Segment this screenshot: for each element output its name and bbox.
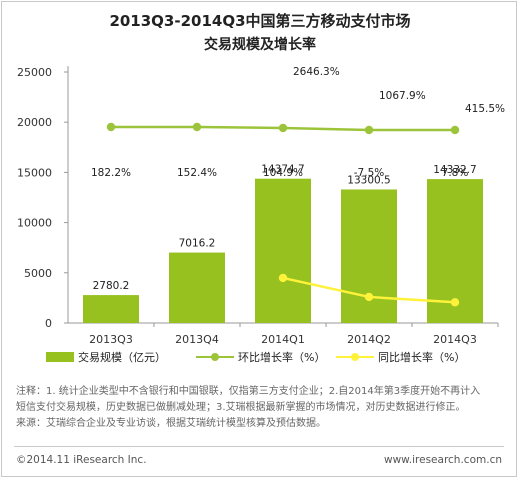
qoq-point-2014Q2 <box>364 125 374 135</box>
footer-divider <box>14 446 504 447</box>
bar-label: 13300.5 <box>347 174 390 186</box>
legend-item-volume: 交易规模（亿元） <box>46 349 166 365</box>
legend-item-qoq: 环比增长率（%） <box>196 349 325 365</box>
y-tick-label: 25000 <box>17 66 52 79</box>
y-tick-label: 0 <box>45 317 52 330</box>
yoy-point-2014Q2 <box>364 292 374 302</box>
chart-plot: 0 5000 10000 15000 20000 25000 2780.2 7016.2 143… <box>17 66 505 346</box>
y-tick-label: 10000 <box>17 217 52 230</box>
yoy-point-2014Q3 <box>450 298 460 307</box>
y-tick-label: 15000 <box>17 166 52 179</box>
bar-label: 2780.2 <box>93 280 130 292</box>
chart-legend: 交易规模（亿元） 环比增长率（%） 同比增长率（%） <box>0 349 520 367</box>
website-url: www.iresearch.com.cn <box>383 454 502 466</box>
bar-2013Q3 <box>83 295 139 323</box>
chart-title: 2013Q3-2014Q3中国第三方移动支付市场 <box>109 12 411 30</box>
bar-2014Q2 <box>341 189 397 323</box>
qoq-point-2013Q3 <box>106 122 116 132</box>
x-tick-label: 2014Q2 <box>347 333 391 346</box>
yoy-label: 1067.9% <box>379 90 426 102</box>
legend-swatch-bar <box>46 352 74 362</box>
bar-label: 14374.7 <box>261 164 304 176</box>
legend-label-yoy: 同比增长率（%） <box>378 351 466 364</box>
x-tick-label: 2013Q3 <box>89 333 133 346</box>
note-line-2: 短信支付交易规模，历史数据已做删减处理；3.艾瑞根据最新掌握的市场情况，对历史数… <box>16 402 466 413</box>
bar-label: 14332.7 <box>433 164 476 176</box>
legend-swatch-yoy <box>336 352 374 362</box>
qoq-label: 152.4% <box>177 167 217 179</box>
legend-label-qoq: 环比增长率（%） <box>238 351 326 364</box>
legend-item-yoy: 同比增长率（%） <box>336 349 465 365</box>
qoq-point-2014Q1 <box>278 123 288 133</box>
copyright: ©2014.11 iResearch Inc. <box>16 454 147 466</box>
chart-notes: 注释：1. 统计企业类型中不含银行和中国银联，仅指第三方支付企业；2.自2014… <box>16 384 512 432</box>
bar-2013Q4 <box>169 252 225 323</box>
yoy-label: 2646.3% <box>293 66 340 78</box>
y-tick-label: 20000 <box>17 116 52 129</box>
note-line-1: 注释：1. 统计企业类型中不含银行和中国银联，仅指第三方支付企业；2.自2014… <box>16 386 481 397</box>
x-tick-label: 2014Q3 <box>433 333 477 346</box>
note-line-3: 来源：艾瑞综合企业及专业访谈，根据艾瑞统计模型核算及预估数据。 <box>16 418 326 429</box>
qoq-label: -7.5% <box>354 167 384 179</box>
yoy-point-2014Q1 <box>278 273 288 283</box>
qoq-point-2014Q3 <box>450 125 460 135</box>
y-tick-label: 5000 <box>24 267 52 280</box>
chart-subtitle: 交易规模及增长率 <box>204 37 316 53</box>
bar-label: 7016.2 <box>179 238 216 250</box>
legend-label-volume: 交易规模（亿元） <box>78 351 166 364</box>
x-tick-label: 2013Q4 <box>175 333 219 346</box>
qoq-label: 182.2% <box>91 167 131 179</box>
bar-2014Q1 <box>255 178 311 323</box>
legend-swatch-qoq <box>196 352 234 362</box>
qoq-label: 104.9% <box>263 167 303 179</box>
qoq-label: 7.8% <box>442 167 469 179</box>
yoy-label: 415.5% <box>465 103 505 115</box>
qoq-point-2013Q4 <box>192 122 202 132</box>
x-tick-label: 2014Q1 <box>261 333 305 346</box>
